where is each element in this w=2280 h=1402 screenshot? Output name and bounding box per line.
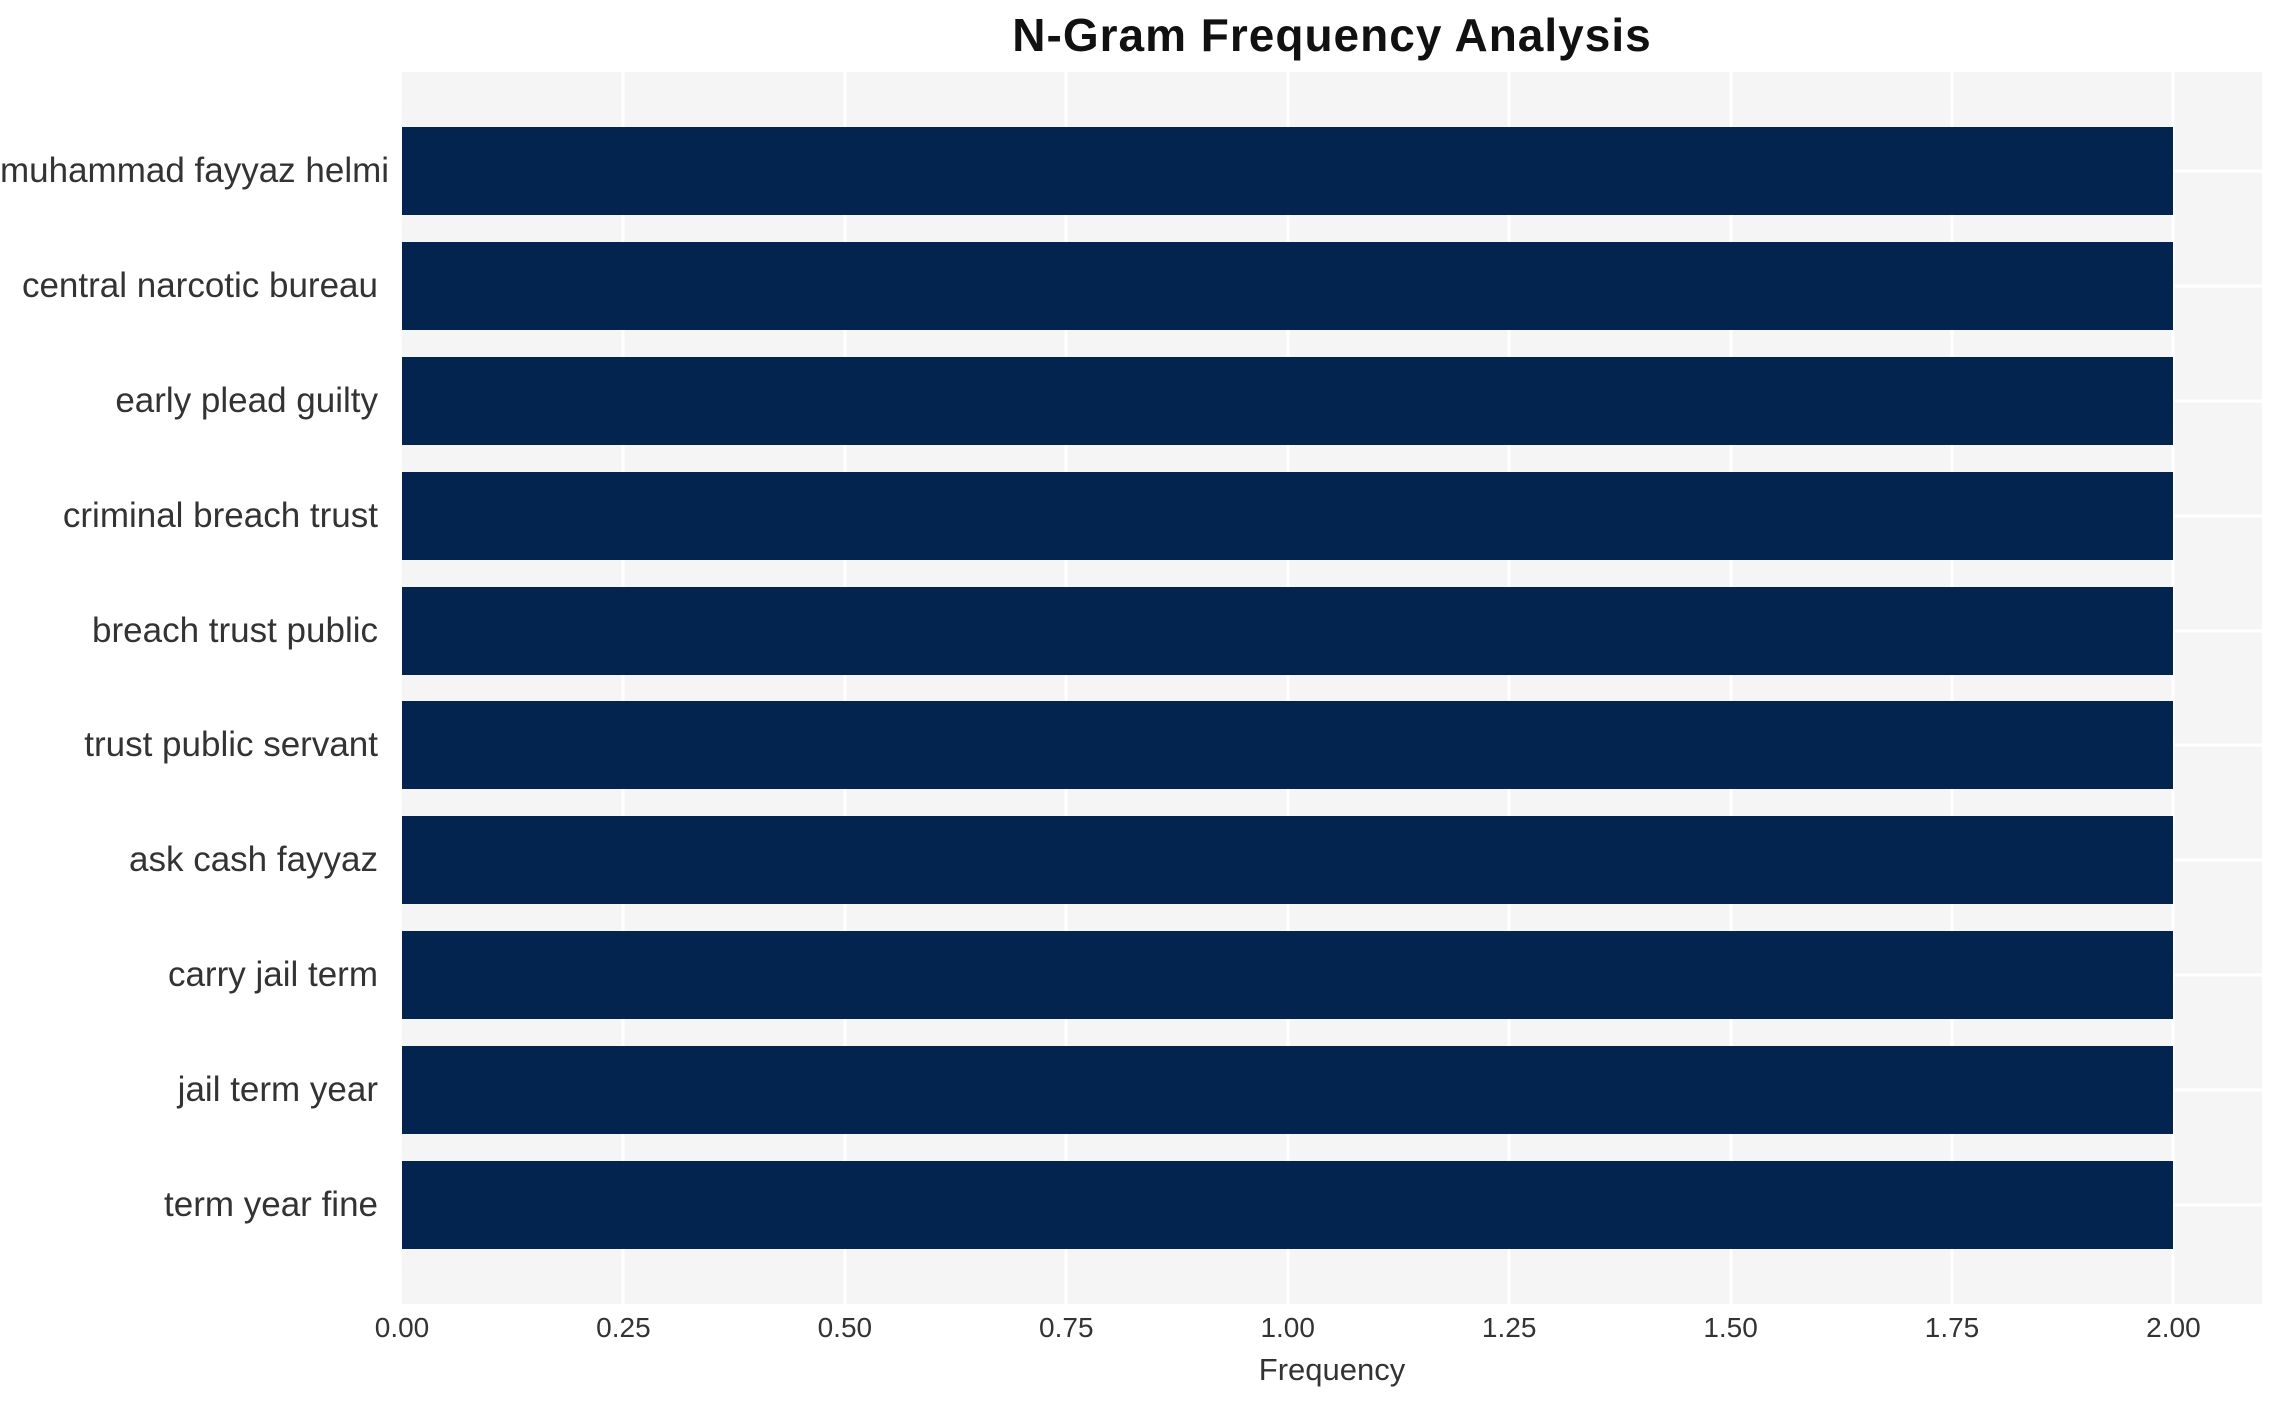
x-axis-label: Frequency [1258,1352,1406,1387]
x-axis-ticks: 0.00 0.25 0.50 0.75 1.00 1.25 1.50 1.75 2.00 [375,1312,2262,1348]
x-tick-label: 1.75 [1924,1312,1980,1343]
bar [402,816,2174,905]
x-tick-label: 1.50 [1703,1312,1758,1343]
x-tick-label: 0.25 [596,1312,651,1343]
bar [402,1161,2174,1249]
gridline-vertical [1286,72,1290,1304]
gridline-vertical [621,72,625,1304]
y-axis-label: jail term year [177,1070,378,1110]
y-axis-label: trust public servant [84,725,378,765]
gridline-vertical [1950,72,1954,1304]
y-axis-labels: muhammad fayyaz helmi central narcotic bu… [0,72,390,1304]
bar [402,471,2174,560]
bar [402,241,2174,330]
x-tick-label: 0.50 [817,1312,873,1343]
x-tick-label: 0.00 [374,1312,430,1343]
x-tick-label: 0.75 [1039,1312,1094,1343]
y-axis-label: term year fine [164,1185,378,1224]
y-axis-label: ask cash fayyaz [129,840,378,880]
bar [402,1046,2174,1135]
y-axis-label: carry jail term [167,955,378,995]
plot-area [402,72,2262,1304]
y-axis-label: muhammad fayyaz helmi [0,151,390,190]
gridline-vertical [843,72,847,1304]
y-axis-label: early plead guilty [115,380,378,420]
bar [402,701,2174,790]
x-tick-label: 2.00 [2146,1312,2201,1343]
gridline-vertical [2171,72,2175,1304]
chart-title: N-Gram Frequency Analysis [1012,9,1652,61]
x-tick-label: 1.00 [1260,1312,1315,1343]
x-tick-label: 1.25 [1481,1312,1537,1343]
gridline-vertical [1507,72,1511,1304]
y-axis-label: criminal breach trust [62,495,378,535]
bar [402,586,2174,675]
bar [402,356,2174,445]
bar [402,127,2174,215]
gridline-vertical [1729,72,1733,1304]
y-axis-label: breach trust public [92,610,378,650]
bar [402,931,2174,1020]
y-axis-label: central narcotic bureau [21,265,378,305]
gridline-vertical [1064,72,1068,1304]
